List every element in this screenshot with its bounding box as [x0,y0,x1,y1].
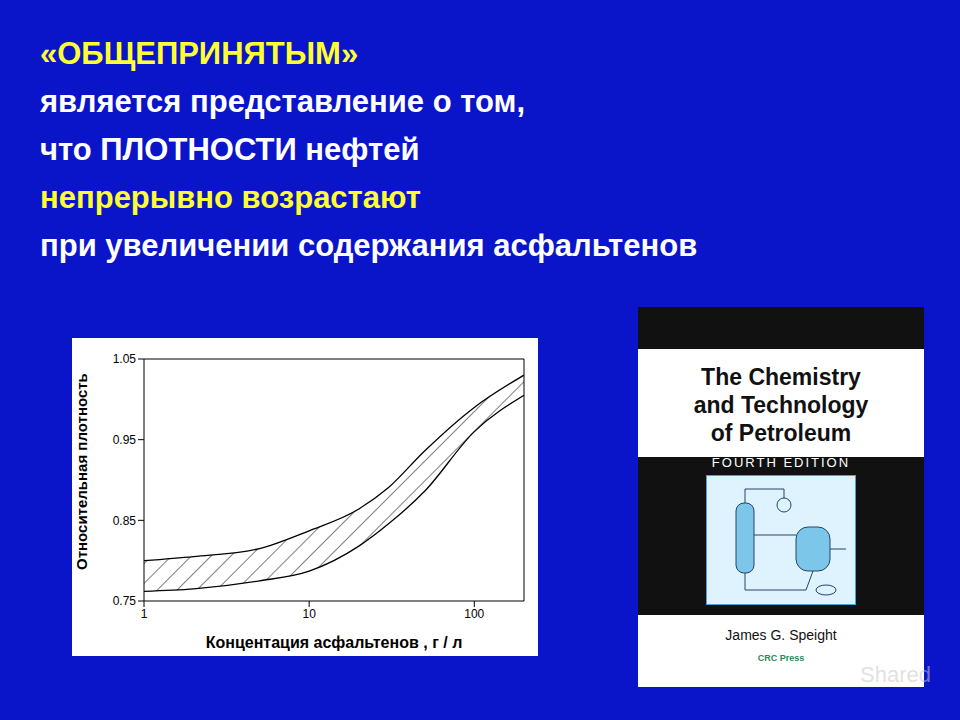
html-text:James G. Speight: James G. Speight [725,627,837,643]
svg-text:1: 1 [141,607,148,621]
html-text:CRC Press: CRC Press [757,653,805,663]
svg-text:1.05: 1.05 [113,352,137,366]
html-text:при увеличении содержания асфа: при увеличении содержания асфальтенов [40,228,698,263]
svg-text:Концентация асфальтенов , г /: Концентация асфальтенов , г / л [206,634,463,651]
svg-text:0.95: 0.95 [113,433,137,447]
svg-text:0.85: 0.85 [113,514,137,528]
html-text:FOURTH EDITION: FOURTH EDITION [711,455,851,470]
html-text:of Petroleum: of Petroleum [710,420,852,446]
svg-text:Относительная плотность: Относительная плотность [73,373,90,570]
html-text:является представление о том,: является представление о том, [40,84,526,119]
svg-text:100: 100 [464,607,484,621]
svg-text:0.75: 0.75 [113,594,137,608]
html-text:непрерывно возрастают: непрерывно возрастают [40,180,421,215]
html-text:The Chemistry: The Chemistry [701,364,861,390]
html-text:что ПЛОТНОСТИ нефтей: что ПЛОТНОСТИ нефтей [40,132,420,167]
html-text:«ОБЩЕПРИНЯТЫМ»: «ОБЩЕПРИНЯТЫМ» [40,36,359,71]
html-text:and Technology: and Technology [693,392,869,418]
svg-text:10: 10 [302,607,316,621]
html-text:Shared: Shared [860,662,931,687]
